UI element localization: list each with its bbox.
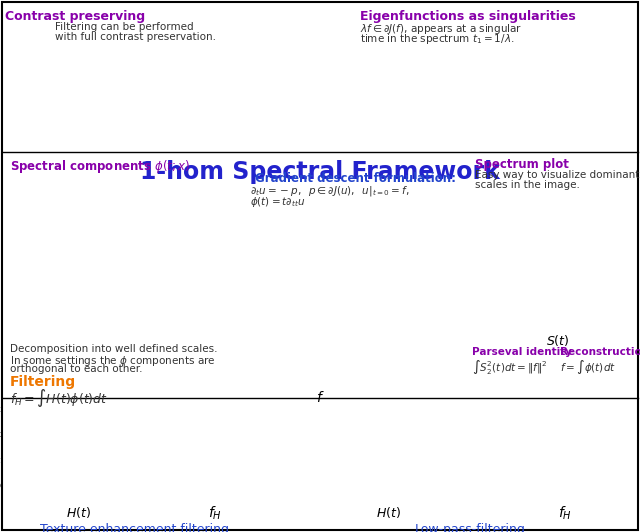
Text: $f = \int \phi(t)dt$: $f = \int \phi(t)dt$ bbox=[560, 358, 616, 376]
X-axis label: $t$: $t$ bbox=[389, 504, 395, 516]
Text: Decomposition into well defined scales.: Decomposition into well defined scales. bbox=[10, 344, 218, 354]
Text: $f_H$: $f_H$ bbox=[558, 505, 572, 522]
Text: Parseval identity: Parseval identity bbox=[472, 347, 572, 357]
Text: Low-pass-filtering: Low-pass-filtering bbox=[415, 523, 525, 532]
Text: $S(t)$: $S(t)$ bbox=[546, 333, 570, 348]
Text: $f$: $f$ bbox=[87, 146, 95, 160]
Text: $S(t)$: $S(t)$ bbox=[495, 151, 519, 166]
Text: time in the spectrum $t_1 = 1/\lambda$.: time in the spectrum $t_1 = 1/\lambda$. bbox=[360, 32, 515, 46]
Text: $t$: $t$ bbox=[542, 128, 548, 140]
Text: $\partial_t u = -p,\;\; p \in \partial J(u),\;\; u|_{t=0} = f,$: $\partial_t u = -p,\;\; p \in \partial J… bbox=[250, 184, 410, 198]
Text: Texture enhancement filtering: Texture enhancement filtering bbox=[40, 523, 230, 532]
X-axis label: $t$: $t$ bbox=[71, 504, 77, 516]
Text: $f_H = \int H(t)\phi(t)dt$: $f_H = \int H(t)\phi(t)dt$ bbox=[10, 387, 108, 409]
Text: $f_H$: $f_H$ bbox=[255, 146, 267, 162]
Text: $t_1$: $t_1$ bbox=[487, 149, 495, 161]
Text: Filtering can be performed: Filtering can be performed bbox=[55, 22, 194, 32]
Text: 1-hom Spectral Framework: 1-hom Spectral Framework bbox=[140, 160, 500, 184]
Text: $\phi(t) = t\partial_{tt}u$: $\phi(t) = t\partial_{tt}u$ bbox=[250, 195, 305, 209]
Text: scales in the image.: scales in the image. bbox=[475, 180, 580, 190]
Y-axis label: $S_2$: $S_2$ bbox=[435, 252, 447, 262]
Text: Spectral components $\phi(t; x)$: Spectral components $\phi(t; x)$ bbox=[10, 158, 190, 175]
Text: $\lambda f \in \partial J(f)$, appears at a singular: $\lambda f \in \partial J(f)$, appears a… bbox=[360, 22, 522, 36]
Text: Spectrum plot: Spectrum plot bbox=[475, 158, 569, 171]
Text: In some settings the $\phi$ components are: In some settings the $\phi$ components a… bbox=[10, 354, 216, 368]
Text: $f$: $f$ bbox=[316, 390, 324, 405]
Text: $S(t)$: $S(t)$ bbox=[467, 71, 484, 83]
Text: Contrast preserving: Contrast preserving bbox=[5, 10, 145, 23]
Text: $f_H$: $f_H$ bbox=[208, 505, 222, 522]
Text: Eigenfunctions as singularities: Eigenfunctions as singularities bbox=[360, 10, 576, 23]
Text: $\int S_2^2(t)dt = \|f\|^2$: $\int S_2^2(t)dt = \|f\|^2$ bbox=[472, 358, 547, 376]
X-axis label: $t$: $t$ bbox=[548, 325, 554, 336]
Text: Easy way to visualize dominant: Easy way to visualize dominant bbox=[475, 170, 639, 180]
Text: $H(t)$: $H(t)$ bbox=[376, 505, 401, 520]
Text: Gradient descent formulation:: Gradient descent formulation: bbox=[255, 172, 456, 185]
Text: Reconstruction: Reconstruction bbox=[560, 347, 640, 357]
Polygon shape bbox=[362, 85, 426, 129]
Y-axis label: $H(t)$: $H(t)$ bbox=[298, 439, 310, 455]
Text: $f$: $f$ bbox=[390, 146, 397, 161]
Text: Filtering: Filtering bbox=[10, 375, 76, 389]
Text: with full contrast preservation.: with full contrast preservation. bbox=[55, 32, 216, 42]
Text: $H(t)$: $H(t)$ bbox=[65, 505, 90, 520]
Text: orthogonal to each other.: orthogonal to each other. bbox=[10, 364, 143, 374]
